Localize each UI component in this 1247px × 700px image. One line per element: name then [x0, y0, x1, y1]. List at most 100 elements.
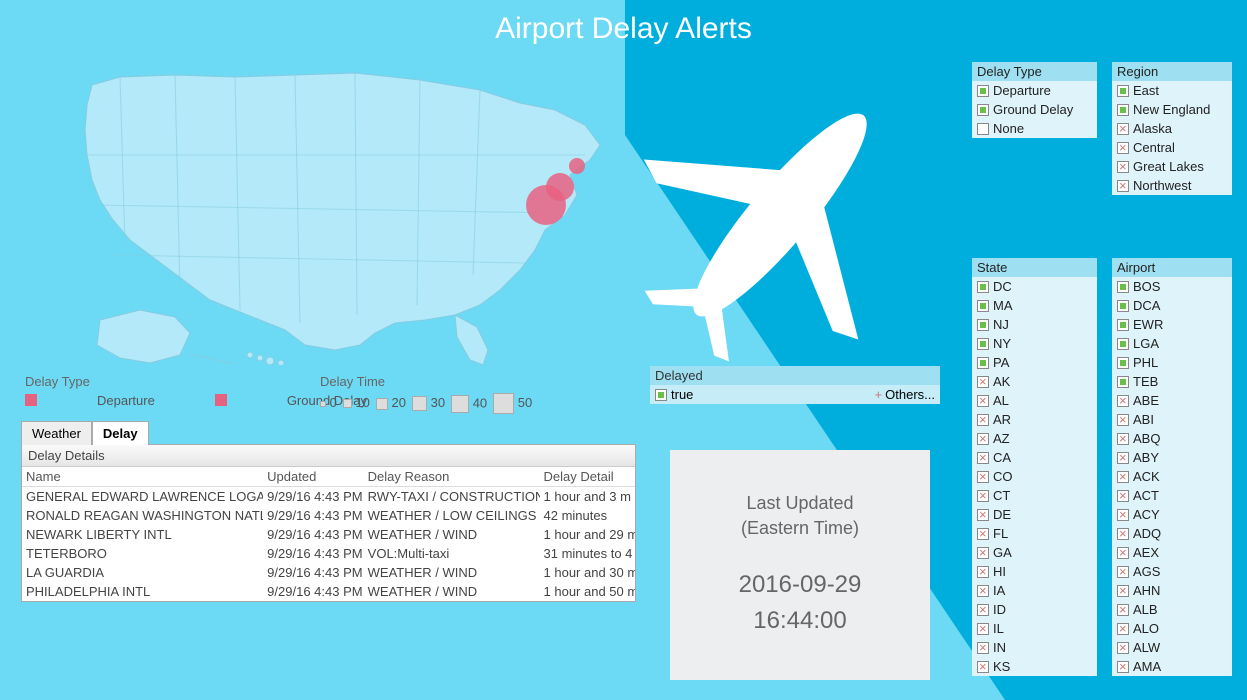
- table-row[interactable]: GENERAL EDWARD LAWRENCE LOGAN9/29/16 4:4…: [22, 487, 635, 507]
- checkbox-icon[interactable]: [1117, 471, 1129, 483]
- checkbox-icon[interactable]: [977, 623, 989, 635]
- filter-option[interactable]: Great Lakes: [1112, 157, 1232, 176]
- column-header[interactable]: Name: [22, 467, 263, 487]
- checkbox-icon[interactable]: [977, 104, 989, 116]
- filter-option[interactable]: ADQ: [1112, 524, 1232, 543]
- checkbox-icon[interactable]: [1117, 661, 1129, 673]
- checkbox-icon[interactable]: [977, 585, 989, 597]
- filter-option[interactable]: TEB: [1112, 372, 1232, 391]
- checkbox-icon[interactable]: [1117, 281, 1129, 293]
- filter-option[interactable]: Departure: [972, 81, 1097, 100]
- filter-option[interactable]: PHL: [1112, 353, 1232, 372]
- column-header[interactable]: Delay Reason: [364, 467, 540, 487]
- filter-option[interactable]: EWR: [1112, 315, 1232, 334]
- filter-option[interactable]: CA: [972, 448, 1097, 467]
- filter-option[interactable]: LGA: [1112, 334, 1232, 353]
- filter-delay-type[interactable]: Delay TypeDepartureGround DelayNone: [972, 62, 1097, 138]
- filter-option[interactable]: ALB: [1112, 600, 1232, 619]
- checkbox-icon[interactable]: [1117, 142, 1129, 154]
- filter-option[interactable]: AK: [972, 372, 1097, 391]
- checkbox-icon[interactable]: [977, 395, 989, 407]
- filter-option[interactable]: NJ: [972, 315, 1097, 334]
- filter-option[interactable]: None: [972, 119, 1097, 138]
- checkbox-icon[interactable]: [977, 123, 989, 135]
- filter-option[interactable]: MA: [972, 296, 1097, 315]
- checkbox-icon[interactable]: [977, 433, 989, 445]
- checkbox-icon[interactable]: [977, 300, 989, 312]
- checkbox-icon[interactable]: [977, 85, 989, 97]
- filter-option[interactable]: AZ: [972, 429, 1097, 448]
- checkbox-icon[interactable]: [977, 509, 989, 521]
- filter-airport[interactable]: AirportBOSDCAEWRLGAPHLTEBABEABIABQABYACK…: [1112, 258, 1232, 676]
- filter-option[interactable]: ACT: [1112, 486, 1232, 505]
- filter-option[interactable]: Alaska: [1112, 119, 1232, 138]
- filter-option[interactable]: DCA: [1112, 296, 1232, 315]
- checkbox-icon[interactable]: [977, 566, 989, 578]
- checkbox-icon[interactable]: [1117, 452, 1129, 464]
- table-row[interactable]: RONALD REAGAN WASHINGTON NATL9/29/16 4:4…: [22, 506, 635, 525]
- filter-option[interactable]: ID: [972, 600, 1097, 619]
- table-row[interactable]: LA GUARDIA9/29/16 4:43 PMWEATHER / WIND1…: [22, 563, 635, 582]
- checkbox-icon[interactable]: [1117, 433, 1129, 445]
- filter-option[interactable]: AHN: [1112, 581, 1232, 600]
- checkbox-icon[interactable]: [1117, 104, 1129, 116]
- map-bubble[interactable]: [569, 158, 585, 174]
- filter-option[interactable]: ABE: [1112, 391, 1232, 410]
- filter-option[interactable]: DE: [972, 505, 1097, 524]
- filter-option[interactable]: GA: [972, 543, 1097, 562]
- checkbox-icon[interactable]: [1117, 357, 1129, 369]
- checkbox-icon[interactable]: [1117, 123, 1129, 135]
- filter-option[interactable]: FL: [972, 524, 1097, 543]
- checkbox-icon[interactable]: [1117, 490, 1129, 502]
- filter-option[interactable]: ABQ: [1112, 429, 1232, 448]
- checkbox-icon[interactable]: [977, 319, 989, 331]
- filter-option[interactable]: ABY: [1112, 448, 1232, 467]
- checkbox-icon[interactable]: [1117, 319, 1129, 331]
- filter-option[interactable]: Northwest: [1112, 176, 1232, 195]
- tab-delay[interactable]: Delay: [92, 421, 149, 445]
- filter-option[interactable]: IA: [972, 581, 1097, 600]
- filter-option[interactable]: AL: [972, 391, 1097, 410]
- filter-option[interactable]: ALO: [1112, 619, 1232, 638]
- filter-option[interactable]: CO: [972, 467, 1097, 486]
- filter-option[interactable]: ABI: [1112, 410, 1232, 429]
- checkbox-icon[interactable]: [977, 357, 989, 369]
- checkbox-icon[interactable]: [1117, 300, 1129, 312]
- filter-option[interactable]: Ground Delay: [972, 100, 1097, 119]
- table-row[interactable]: PHILADELPHIA INTL9/29/16 4:43 PMWEATHER …: [22, 582, 635, 601]
- checkbox-icon[interactable]: [977, 642, 989, 654]
- table-row[interactable]: TETERBORO9/29/16 4:43 PMVOL:Multi-taxi31…: [22, 544, 635, 563]
- checkbox-icon[interactable]: [1117, 338, 1129, 350]
- filter-option[interactable]: BOS: [1112, 277, 1232, 296]
- column-header[interactable]: Delay Detail: [540, 467, 635, 487]
- filter-option[interactable]: AMA: [1112, 657, 1232, 676]
- table-row[interactable]: NEWARK LIBERTY INTL9/29/16 4:43 PMWEATHE…: [22, 525, 635, 544]
- checkbox-icon[interactable]: [977, 376, 989, 388]
- filter-option[interactable]: Central: [1112, 138, 1232, 157]
- checkbox-icon[interactable]: [1117, 180, 1129, 192]
- filter-option[interactable]: AEX: [1112, 543, 1232, 562]
- checkbox-icon[interactable]: [977, 490, 989, 502]
- checkbox-icon[interactable]: [977, 414, 989, 426]
- filter-option[interactable]: DC: [972, 277, 1097, 296]
- filter-option[interactable]: HI: [972, 562, 1097, 581]
- filter-option[interactable]: ACY: [1112, 505, 1232, 524]
- filter-option[interactable]: East: [1112, 81, 1232, 100]
- checkbox-icon[interactable]: [1117, 509, 1129, 521]
- checkbox-icon[interactable]: [1117, 528, 1129, 540]
- checkbox-icon[interactable]: [1117, 623, 1129, 635]
- checkbox-icon[interactable]: [1117, 566, 1129, 578]
- filter-option[interactable]: IN: [972, 638, 1097, 657]
- checkbox-icon[interactable]: [655, 389, 667, 401]
- checkbox-icon[interactable]: [977, 604, 989, 616]
- filter-option[interactable]: CT: [972, 486, 1097, 505]
- checkbox-icon[interactable]: [1117, 376, 1129, 388]
- tab-weather[interactable]: Weather: [21, 421, 92, 445]
- filter-option[interactable]: AR: [972, 410, 1097, 429]
- filter-option[interactable]: KS: [972, 657, 1097, 676]
- filter-option[interactable]: PA: [972, 353, 1097, 372]
- others-link[interactable]: +Others...: [875, 387, 935, 402]
- checkbox-icon[interactable]: [977, 471, 989, 483]
- filter-option[interactable]: New England: [1112, 100, 1232, 119]
- checkbox-icon[interactable]: [977, 547, 989, 559]
